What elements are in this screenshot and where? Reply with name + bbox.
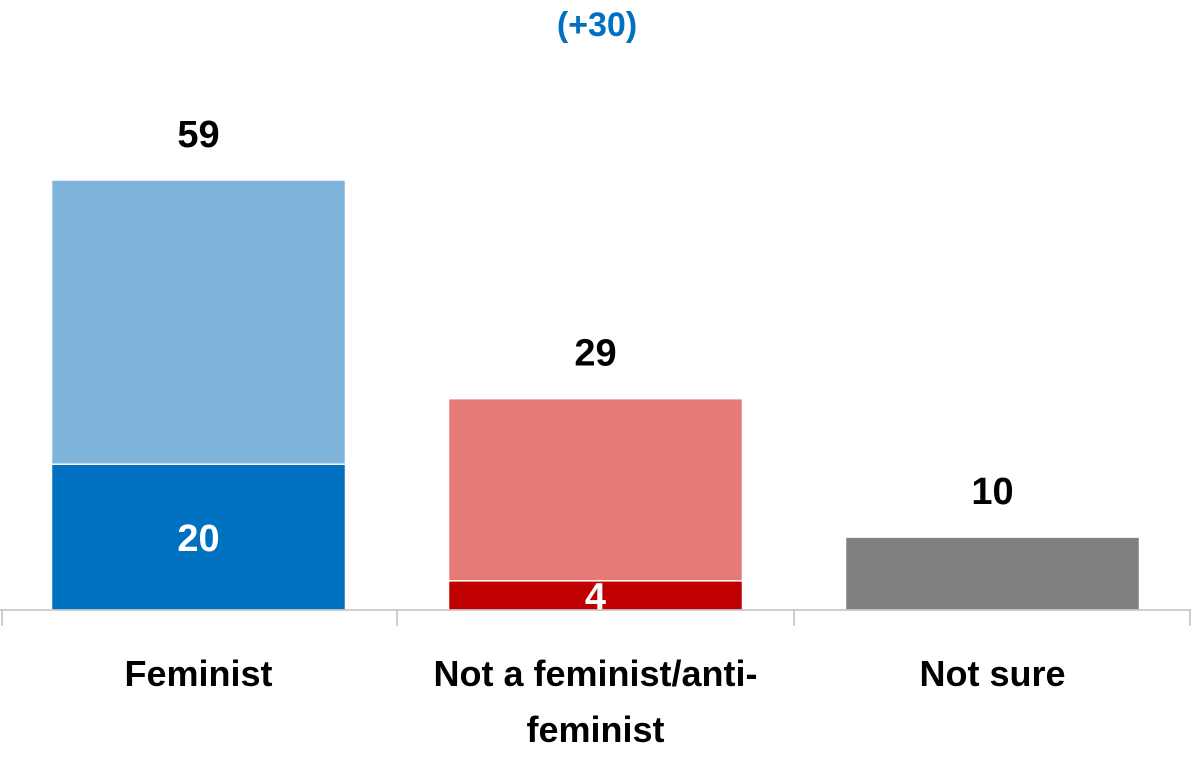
value-label: 29 <box>574 333 616 375</box>
annotation: (+30) <box>557 6 637 44</box>
value-label: 20 <box>177 518 219 560</box>
x-tick-label: Not a feminist/anti-feminist <box>396 646 796 758</box>
value-label: 10 <box>971 471 1013 513</box>
x-tick-label: Not sure <box>793 646 1191 702</box>
value-label: 4 <box>585 576 606 618</box>
x-tick-label: Feminist <box>0 646 399 702</box>
value-label: 59 <box>177 114 219 156</box>
bar <box>846 537 1140 610</box>
